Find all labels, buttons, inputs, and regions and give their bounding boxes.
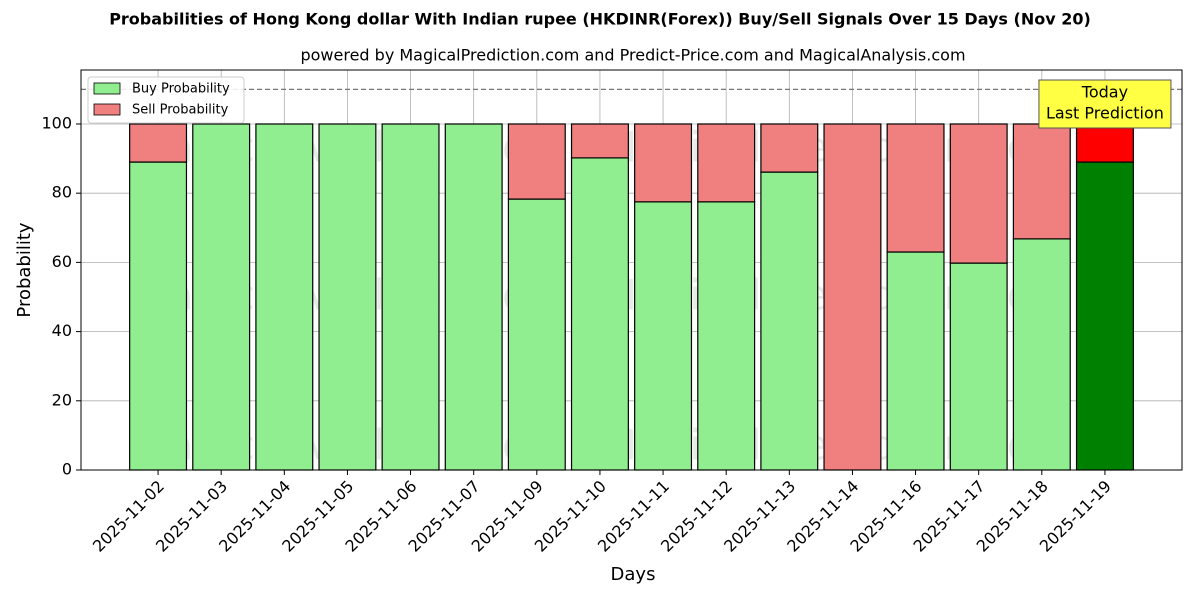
bar: [381, 123, 440, 471]
annotation-text: Today: [1081, 83, 1128, 102]
plot-frame: [80, 69, 1183, 471]
bar: [570, 157, 629, 471]
annotation-text: Last Prediction: [1046, 104, 1164, 123]
bar: [634, 201, 693, 471]
y-tick-label: 20: [52, 390, 72, 409]
bar: [507, 123, 566, 200]
bar: [1012, 238, 1071, 471]
bar: [318, 123, 377, 471]
annotation-box: [1038, 79, 1172, 129]
bar: [697, 201, 756, 471]
bar: [129, 161, 188, 471]
bar: [949, 123, 1008, 264]
y-tick-label: 60: [52, 252, 72, 271]
bar: [886, 251, 945, 471]
bar: [634, 123, 693, 203]
legend-label: Sell Probability: [132, 103, 229, 118]
bar: [697, 123, 756, 203]
legend-swatch: [93, 82, 121, 95]
bar: [1012, 123, 1071, 240]
legend-label: Buy Probability: [132, 82, 230, 97]
bar: [570, 123, 629, 159]
y-tick-label: 40: [52, 321, 72, 340]
x-axis-label: Days: [611, 564, 656, 585]
legend-box: [87, 76, 245, 124]
bar: [192, 123, 251, 471]
y-tick-label: 100: [41, 113, 72, 132]
bar: [444, 123, 503, 471]
bar: [823, 123, 882, 471]
chart-title: Probabilities of Hong Kong dollar With I…: [109, 10, 1091, 29]
bar: [760, 123, 819, 173]
bar: [886, 123, 945, 253]
chart-subtitle: powered by MagicalPrediction.com and Pre…: [300, 46, 965, 65]
bar: [255, 123, 314, 471]
y-tick-label: 0: [62, 460, 72, 479]
y-axis-label: Probability: [14, 222, 35, 317]
bar: [1075, 161, 1134, 471]
bar: [1075, 123, 1134, 163]
bar: [760, 171, 819, 471]
y-tick-label: 80: [52, 183, 72, 202]
bar: [507, 198, 566, 471]
bar: [949, 262, 1008, 471]
legend-swatch: [93, 103, 121, 116]
bar: [129, 123, 188, 163]
